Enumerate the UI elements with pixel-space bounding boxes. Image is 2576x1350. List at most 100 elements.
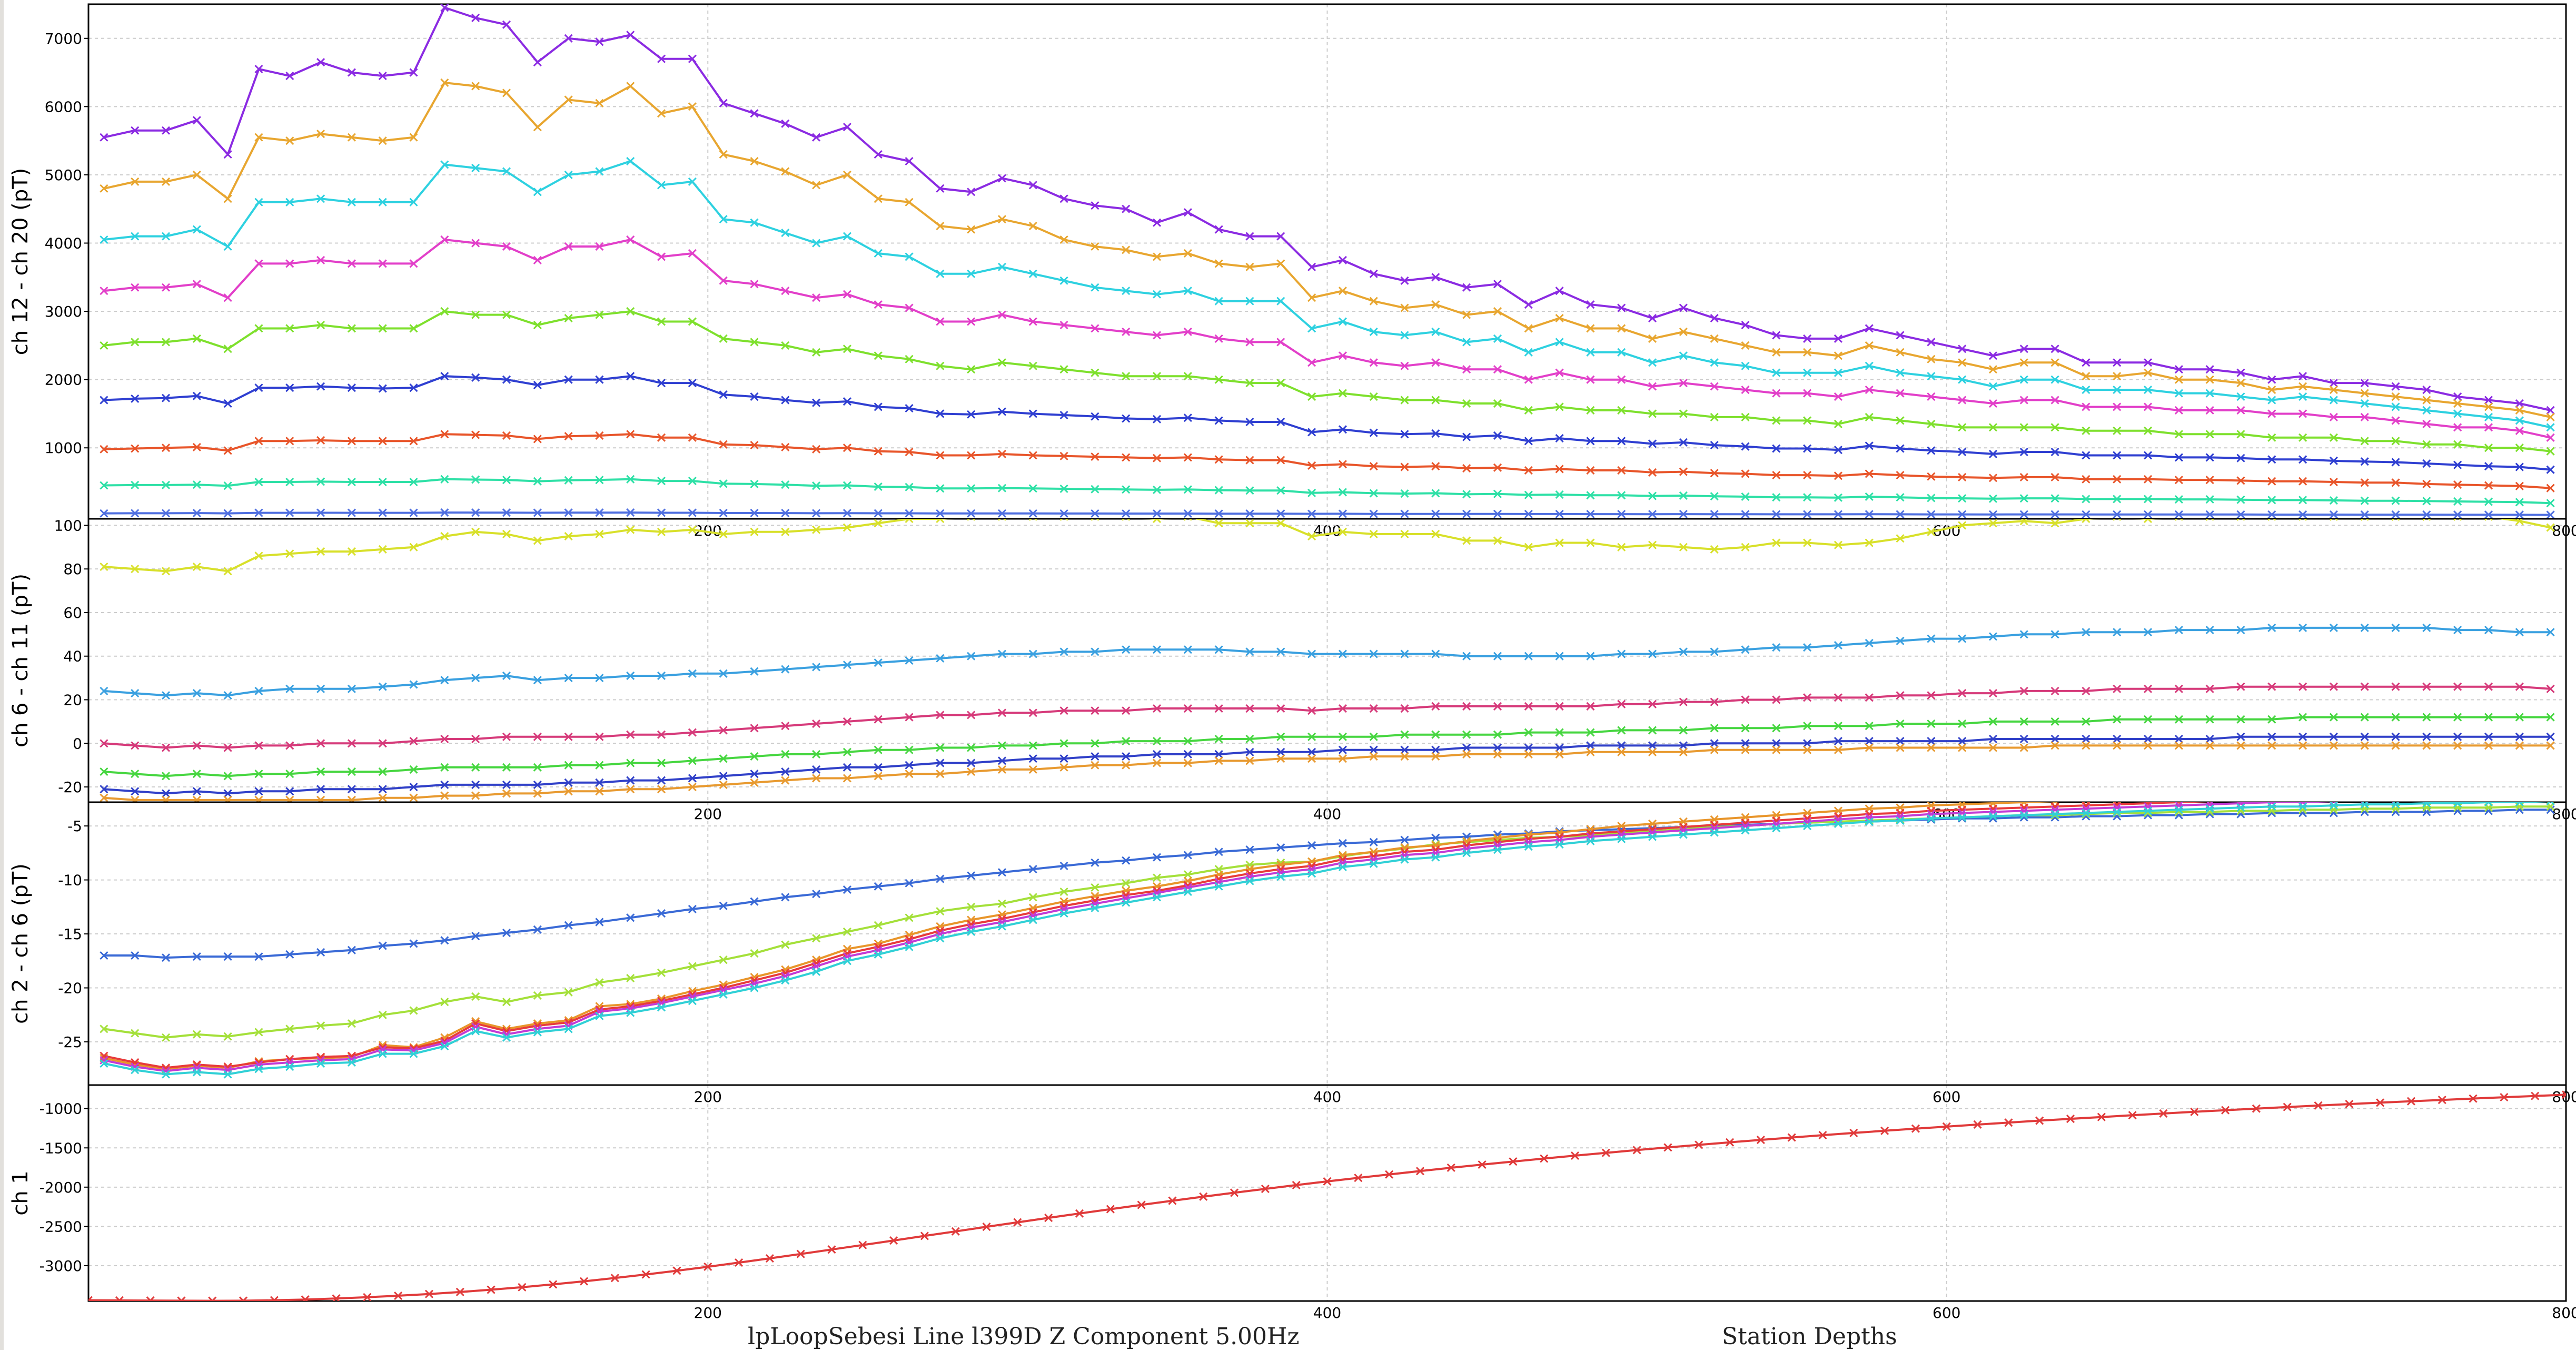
data-point [2174,389,2183,398]
data-point [440,676,449,685]
data-point [471,734,480,744]
data-point [1896,416,1905,425]
data-point [874,447,883,456]
data-point [1431,489,1440,498]
data-point [161,232,171,241]
data-point [131,689,140,698]
data-point [1059,754,1068,763]
data-point [1741,412,1750,421]
data-point [2236,519,2245,521]
data-point [285,508,294,517]
data-point [2392,793,2400,801]
data-point [1059,647,1068,656]
data-point [1865,737,1874,746]
data-point [1059,519,1068,521]
data-point [1431,745,1440,754]
series-line-4 [103,802,2210,1069]
x-tick-label: 400 [1313,1088,1341,1106]
data-point [161,795,171,802]
data-point [1710,739,1719,748]
panel-frame [87,1084,2567,1302]
data-point [2113,628,2122,637]
data-point [1555,538,1564,547]
data-point [1834,737,1842,746]
data-point [533,536,542,545]
data-point [2484,713,2493,722]
data-point [626,508,635,517]
data-point [2113,372,2122,381]
data-point [2205,406,2214,415]
data-point [502,928,511,938]
data-point [1183,519,1192,521]
data-point [1059,484,1068,494]
data-point [2546,412,2555,421]
data-point [100,287,108,295]
data-point [564,375,573,384]
data-point [657,968,666,977]
data-point [409,782,418,792]
data-point [688,756,697,765]
data-point [2454,792,2461,800]
data-point [688,379,697,388]
data-point [1214,750,1223,759]
data-point [997,741,1007,750]
data-point [2484,510,2493,519]
series-line-2 [103,81,2551,418]
data-point [471,163,480,173]
data-point [2484,396,2493,405]
data-point [1369,358,1378,367]
data-point [316,477,325,486]
data-point [626,82,635,91]
data-point [2298,392,2307,401]
data-point [1679,438,1688,447]
data-point [657,508,666,517]
data-point [2484,682,2493,691]
data-point [440,4,449,12]
data-point [2236,741,2245,750]
data-point [1400,509,1409,518]
data-point [2422,406,2431,415]
data-point [100,396,108,405]
data-point [595,242,604,251]
data-point [1834,392,1842,401]
data-point [1865,817,1874,826]
data-point [657,671,666,681]
data-point [1803,471,1812,480]
data-point [1524,543,1533,551]
data-point [2019,396,2028,405]
data-point [610,1274,619,1283]
data-point [2453,480,2462,489]
data-point [100,509,108,518]
data-point [1462,365,1471,374]
data-point [1152,331,1162,340]
data-point [719,901,728,910]
data-point [1927,372,1936,381]
data-point [1183,327,1192,337]
data-point [100,739,108,748]
data-point [812,445,821,454]
data-point [455,1287,464,1296]
data-point [2267,519,2276,521]
data-point [1865,386,1874,395]
data-point [2329,802,2338,810]
data-point [223,194,232,203]
data-point [440,780,449,789]
data-point [378,1010,387,1019]
data-point [1122,856,1131,865]
y-tick-label: -2000 [39,1179,82,1196]
data-point [471,82,480,91]
data-point [1772,368,1781,377]
data-point [1896,444,1905,453]
data-point [1152,645,1162,654]
data-point [2190,1107,2199,1116]
data-point [1028,269,1037,278]
data-point [2267,496,2276,505]
data-point [1679,697,1688,706]
data-point [2267,386,2276,395]
data-point [1431,833,1440,842]
data-point [1152,454,1162,462]
data-point [502,167,511,176]
data-point [967,927,976,937]
data-point [1245,262,1254,271]
data-point [734,1258,744,1267]
